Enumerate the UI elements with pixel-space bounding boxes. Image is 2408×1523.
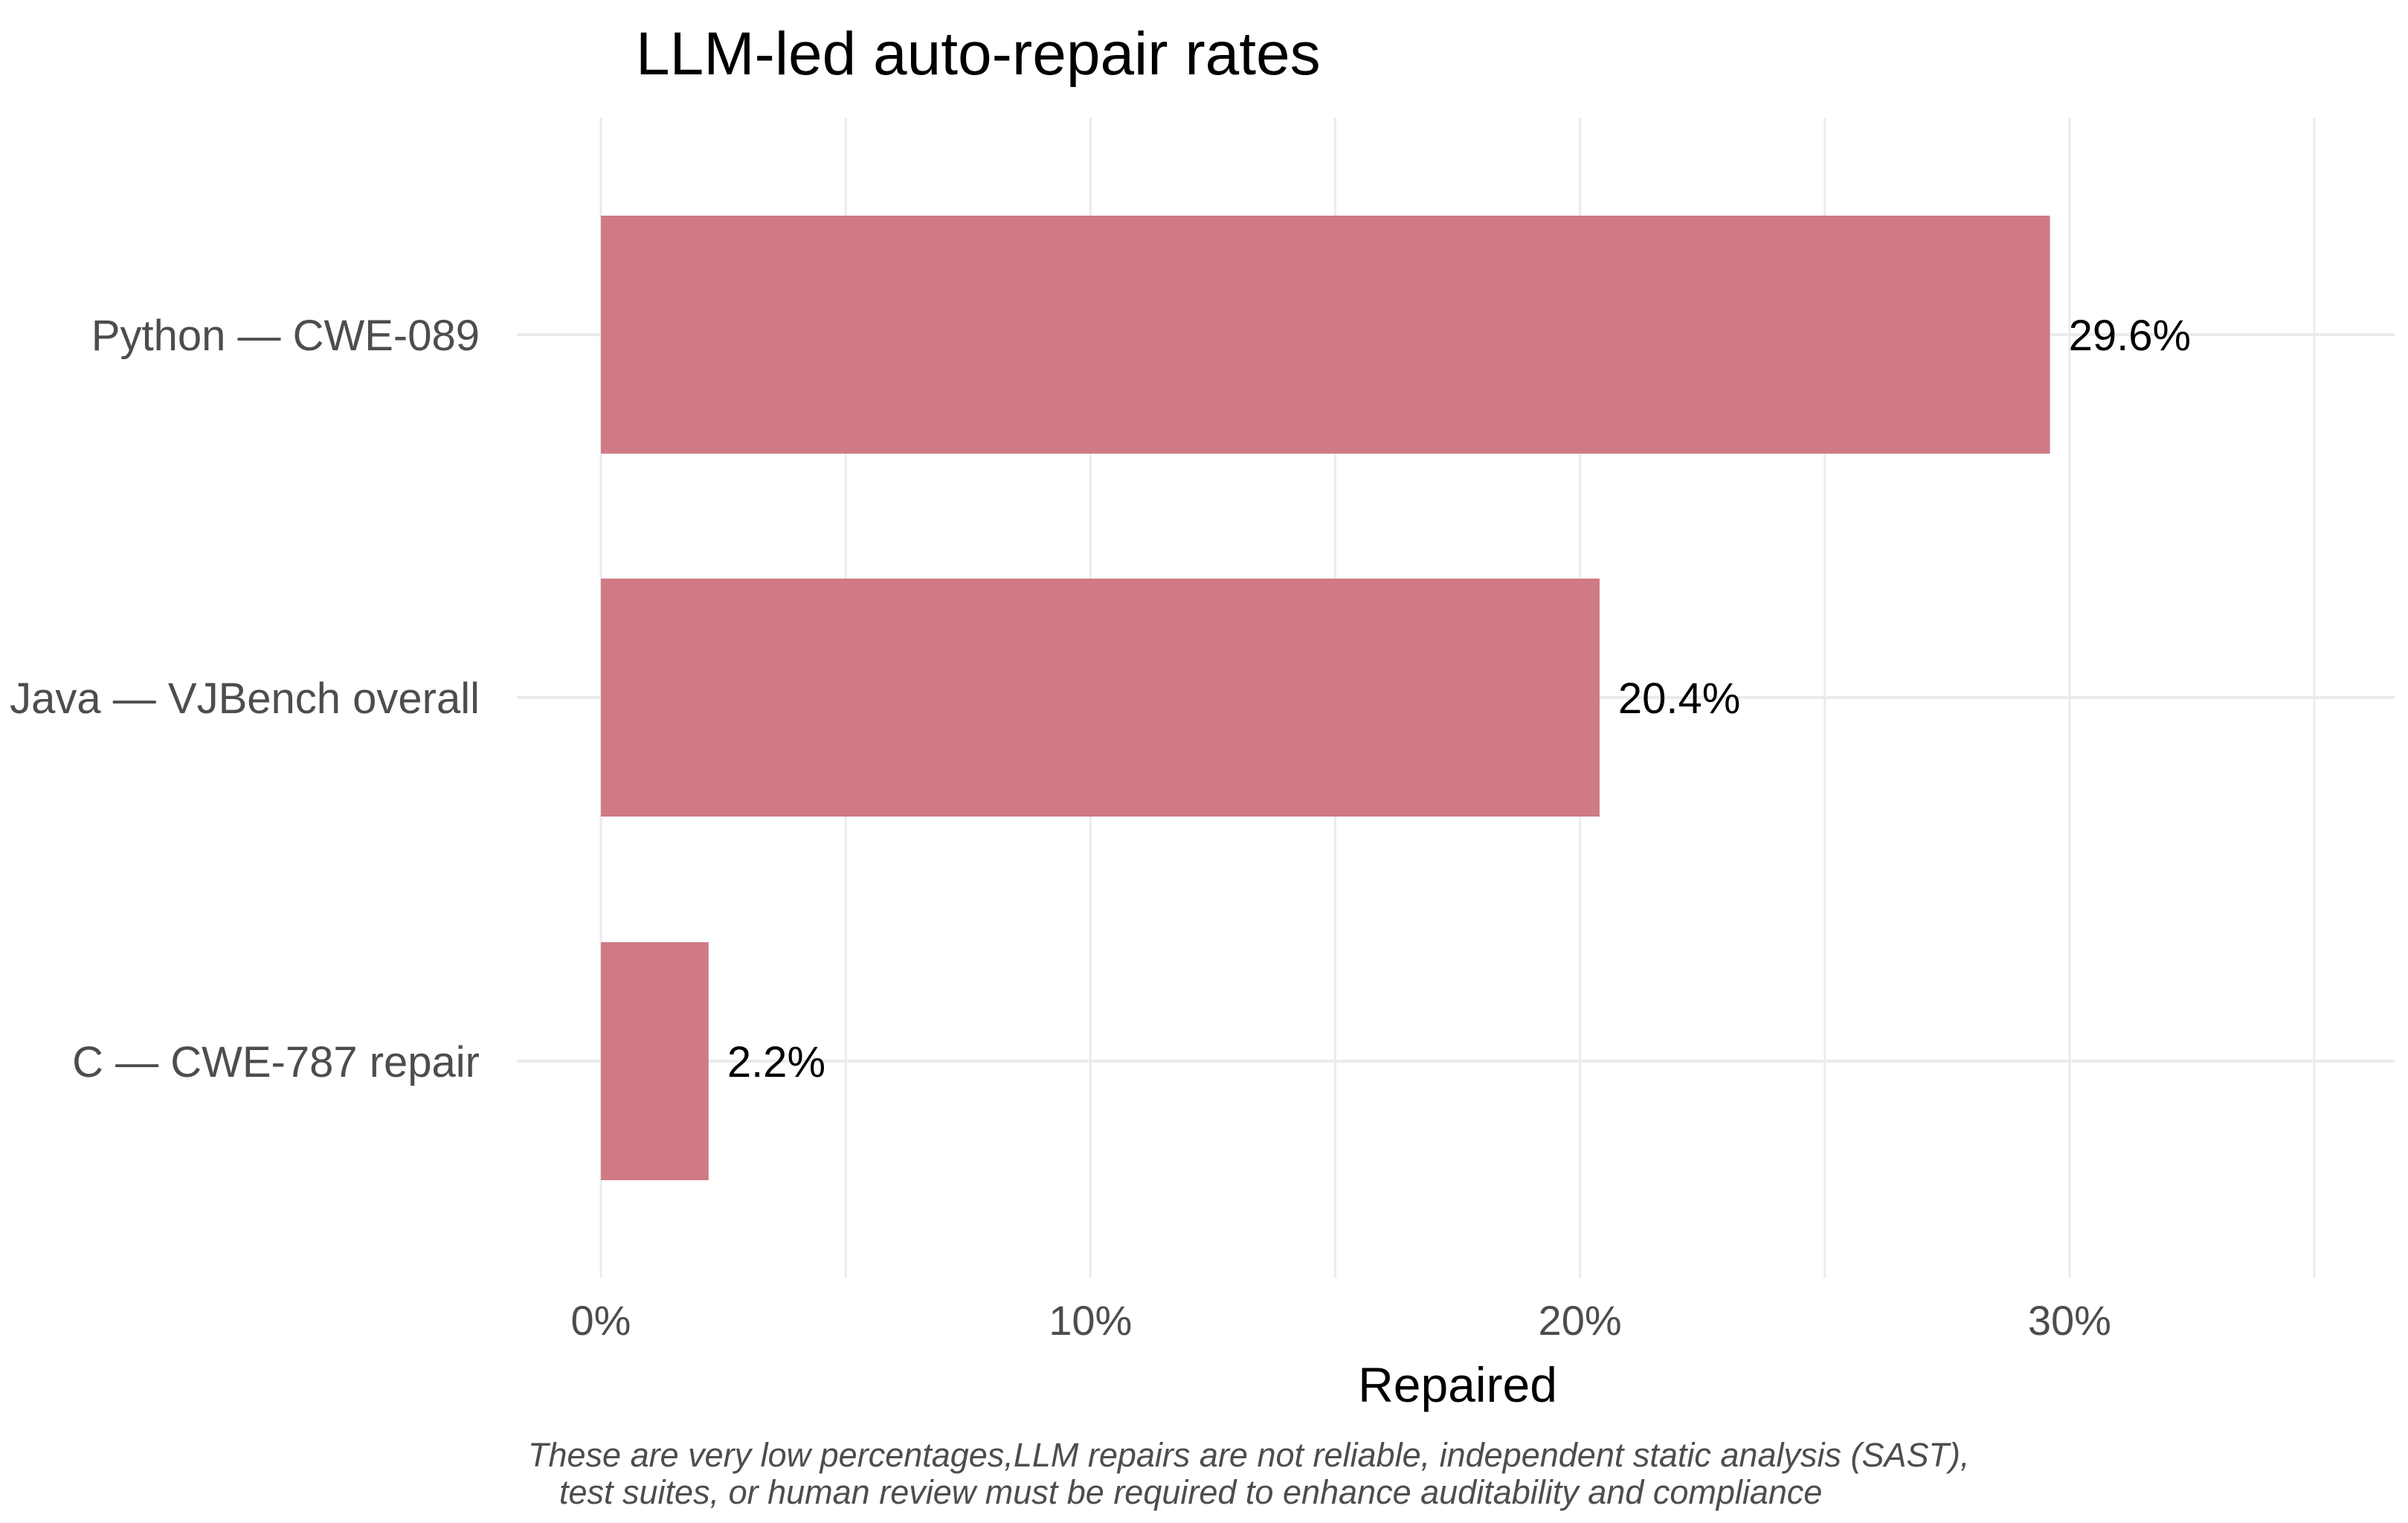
bar-value-label: 20.4%	[1618, 674, 1740, 723]
chart-title: LLM-led auto-repair rates	[636, 20, 1321, 88]
category-label: Python — CWE-089	[91, 312, 480, 360]
bars	[601, 216, 2050, 1180]
category-label: Java — VJBench overall	[10, 674, 480, 723]
bar	[601, 579, 1600, 817]
bar-value-label: 29.6%	[2069, 312, 2191, 360]
caption-line-2: test suites, or human review must be req…	[559, 1473, 1822, 1511]
x-axis-title: Repaired	[1358, 1357, 1557, 1412]
caption-line-1: These are very low percentages,LLM repai…	[528, 1436, 1969, 1474]
y-axis-tick-labels: Python — CWE-089 Java — VJBench overall C …	[10, 312, 480, 1086]
bar	[601, 942, 709, 1180]
bar-value-label: 2.2%	[727, 1038, 825, 1086]
x-tick-label: 20%	[1539, 1297, 1622, 1344]
category-label: C — CWE-787 repair	[72, 1038, 480, 1086]
x-axis-tick-labels: 0% 10% 20% 30%	[571, 1297, 2111, 1344]
bar	[601, 216, 2050, 454]
x-tick-label: 30%	[2028, 1297, 2111, 1344]
data-labels: 29.6% 20.4% 2.2%	[727, 312, 2191, 1086]
x-tick-label: 0%	[571, 1297, 631, 1344]
x-tick-label: 10%	[1049, 1297, 1132, 1344]
